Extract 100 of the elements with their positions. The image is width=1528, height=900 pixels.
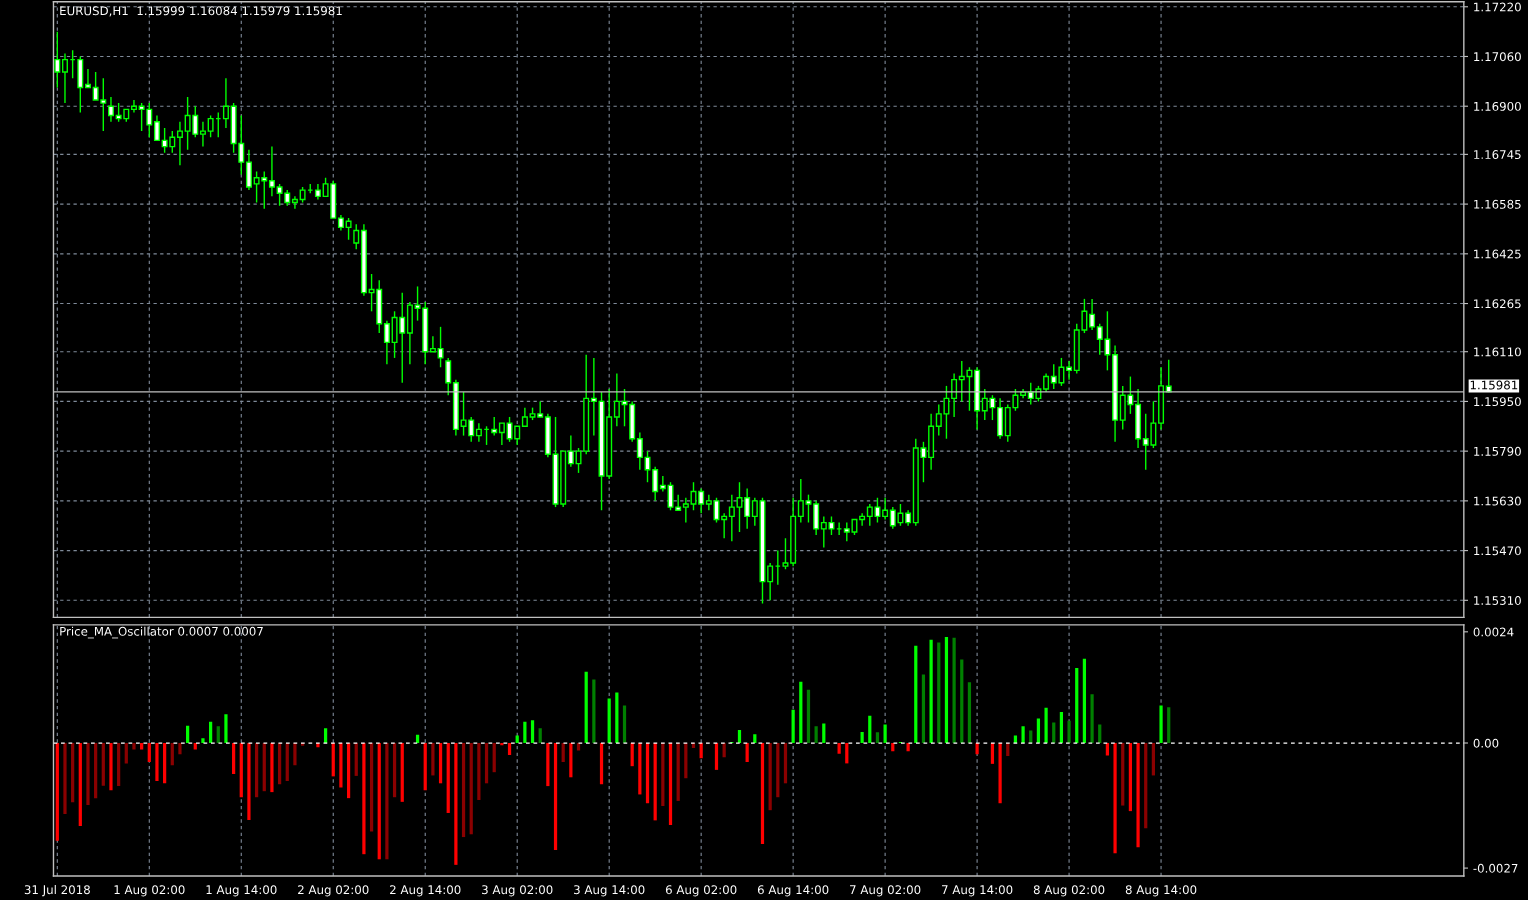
- bar: [385, 743, 389, 860]
- bar: [745, 743, 749, 762]
- bar: [837, 743, 841, 754]
- bar: [1036, 718, 1041, 744]
- bar: [615, 692, 619, 744]
- bar: [1029, 730, 1033, 744]
- bar: [1059, 711, 1064, 744]
- x-tick-label: 6 Aug 14:00: [757, 885, 829, 897]
- candlestick: [176, 121, 183, 166]
- candlestick: [859, 512, 866, 527]
- bar: [461, 743, 466, 838]
- bar: [232, 743, 236, 775]
- bar: [645, 743, 650, 804]
- bar: [178, 743, 182, 755]
- candlestick: [345, 217, 352, 241]
- y-tick-label: 1.15470: [1474, 546, 1521, 556]
- bar: [201, 738, 205, 744]
- bar: [622, 705, 627, 744]
- bar: [753, 734, 757, 744]
- bar: [1098, 724, 1102, 744]
- y-tick-label: 1.17220: [1474, 2, 1521, 12]
- bar: [1082, 658, 1087, 744]
- bar: [477, 743, 481, 800]
- x-tick-label: 1 Aug 02:00: [114, 885, 185, 897]
- bar: [1067, 720, 1071, 744]
- candlestick: [437, 326, 444, 368]
- bar: [71, 743, 75, 803]
- bar: [285, 743, 289, 781]
- candlestick: [429, 335, 436, 353]
- bar: [369, 743, 374, 832]
- candlestick: [521, 406, 528, 427]
- candlestick: [951, 372, 958, 418]
- bar: [163, 743, 167, 784]
- y-tick-label: -0.0027: [1473, 863, 1518, 873]
- bar: [247, 743, 251, 820]
- y-tick-label: 1.16745: [1474, 150, 1521, 160]
- candlestick: [268, 145, 275, 198]
- bar: [1006, 743, 1010, 756]
- bar: [1021, 726, 1025, 744]
- bar: [186, 725, 190, 744]
- bar: [799, 681, 803, 744]
- candlestick: [61, 52, 68, 104]
- bar: [262, 743, 266, 792]
- bar: [78, 743, 82, 826]
- bar: [132, 743, 136, 750]
- x-tick-label: 7 Aug 02:00: [850, 885, 921, 897]
- candlestick: [207, 114, 214, 138]
- bar: [875, 732, 880, 744]
- candlestick: [613, 372, 620, 427]
- y-tick-label: 1.15310: [1474, 596, 1521, 605]
- candlestick: [1089, 298, 1096, 331]
- bar: [638, 743, 642, 795]
- bar: [254, 743, 259, 798]
- bar: [783, 743, 788, 784]
- bar: [975, 743, 979, 755]
- candlestick: [721, 512, 728, 539]
- bar: [446, 743, 450, 813]
- bar: [791, 709, 795, 744]
- bar: [469, 743, 473, 835]
- bar: [768, 743, 772, 811]
- candlestick: [491, 416, 498, 437]
- candlestick: [682, 497, 689, 524]
- y-tick-label: 1.16585: [1474, 199, 1521, 209]
- y-tick-label: 1.15630: [1474, 496, 1521, 506]
- y-tick-label: 0.00: [1473, 738, 1499, 748]
- bar: [216, 726, 220, 744]
- bar: [561, 743, 565, 762]
- bar: [530, 720, 535, 744]
- bar: [362, 743, 366, 855]
- x-tick-label: 6 Aug 02:00: [665, 885, 737, 897]
- candlestick: [130, 99, 137, 114]
- bar: [354, 743, 358, 776]
- candlestick: [383, 319, 390, 365]
- candlestick: [675, 493, 682, 511]
- bar: [653, 743, 657, 821]
- bar: [270, 743, 274, 793]
- bar: [438, 743, 443, 784]
- bar: [684, 743, 688, 779]
- bar: [1136, 743, 1140, 848]
- bar: [316, 743, 320, 748]
- bar: [929, 639, 933, 744]
- bar: [1144, 743, 1148, 829]
- bar: [676, 743, 680, 801]
- bar: [714, 743, 719, 770]
- bar: [937, 642, 941, 744]
- bar: [109, 743, 113, 791]
- bar: [1151, 743, 1155, 776]
- candlestick: [475, 422, 482, 443]
- candlestick: [782, 537, 789, 570]
- candlestick: [222, 77, 229, 129]
- bar: [55, 743, 59, 841]
- chart-title: EURUSD,H1 1.15999 1.16084 1.15979 1.15981: [60, 6, 342, 17]
- candlestick: [659, 475, 666, 493]
- candlestick: [84, 68, 91, 89]
- bar: [1090, 694, 1094, 744]
- bar: [553, 743, 558, 851]
- bar: [377, 743, 381, 860]
- bar: [998, 743, 1002, 804]
- bar: [1167, 707, 1171, 744]
- y-tick-label: 1.16110: [1474, 347, 1521, 357]
